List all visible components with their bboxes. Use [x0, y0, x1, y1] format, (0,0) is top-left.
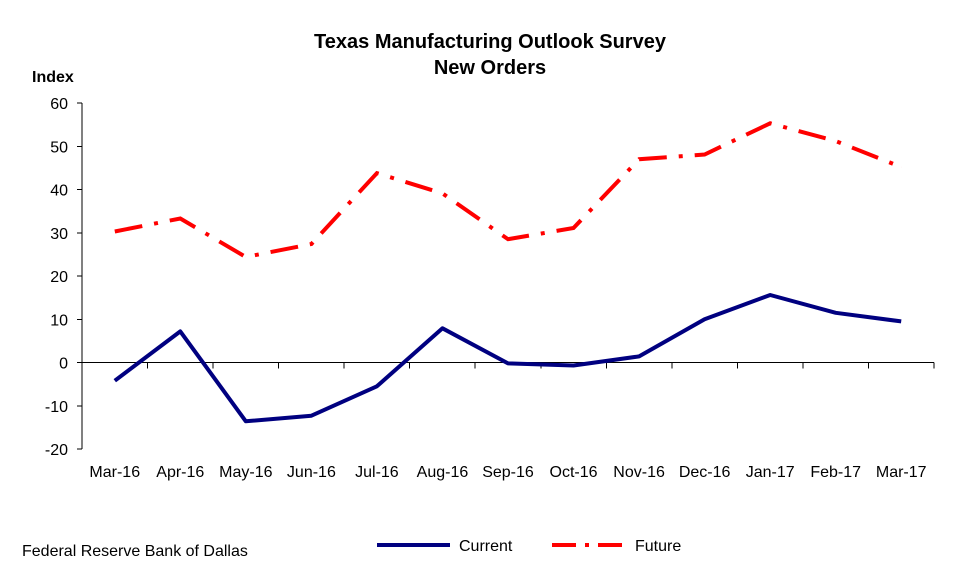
y-tick-label: 0 — [59, 356, 68, 373]
y-tick-label: -10 — [45, 399, 68, 416]
x-tick-label: Mar-16 — [89, 464, 140, 481]
x-tick-label: Feb-17 — [810, 464, 861, 481]
x-tick-label: Jul-16 — [355, 464, 399, 481]
x-tick-label: Apr-16 — [156, 464, 204, 481]
y-axis-label: Index — [32, 69, 74, 86]
chart-subtitle: New Orders — [434, 57, 546, 79]
x-tick-label: Dec-16 — [679, 464, 731, 481]
y-tick-label: 10 — [50, 312, 68, 329]
legend: Current Future — [377, 538, 681, 555]
y-tick-label: 50 — [50, 139, 68, 156]
legend-current-label: Current — [459, 538, 513, 555]
y-tick-label: 40 — [50, 183, 68, 200]
plot-area: 60 50 40 30 20 10 0 -10 -20 Mar-16 Apr-16 May-16 Jun… — [45, 96, 935, 481]
y-tick-label: 20 — [50, 269, 68, 286]
x-tick-label: Oct-16 — [550, 464, 598, 481]
x-tick-label: Nov-16 — [613, 464, 665, 481]
x-tick-label: Sep-16 — [482, 464, 534, 481]
chart-title: Texas Manufacturing Outlook Survey — [314, 31, 667, 53]
y-tick-label: 60 — [50, 96, 68, 113]
x-tick-label: Aug-16 — [417, 464, 469, 481]
x-tick-label: Jun-16 — [287, 464, 336, 481]
legend-future-label: Future — [635, 538, 681, 555]
x-tick-label: Mar-17 — [876, 464, 927, 481]
y-tick-label: -20 — [45, 442, 68, 459]
x-tick-label: Jan-17 — [746, 464, 795, 481]
series-line-current — [113, 293, 902, 424]
y-tick-label: 30 — [50, 226, 68, 243]
series-line-future — [114, 121, 902, 260]
x-tick-label: May-16 — [219, 464, 272, 481]
source-note: Federal Reserve Bank of Dallas — [22, 543, 248, 560]
